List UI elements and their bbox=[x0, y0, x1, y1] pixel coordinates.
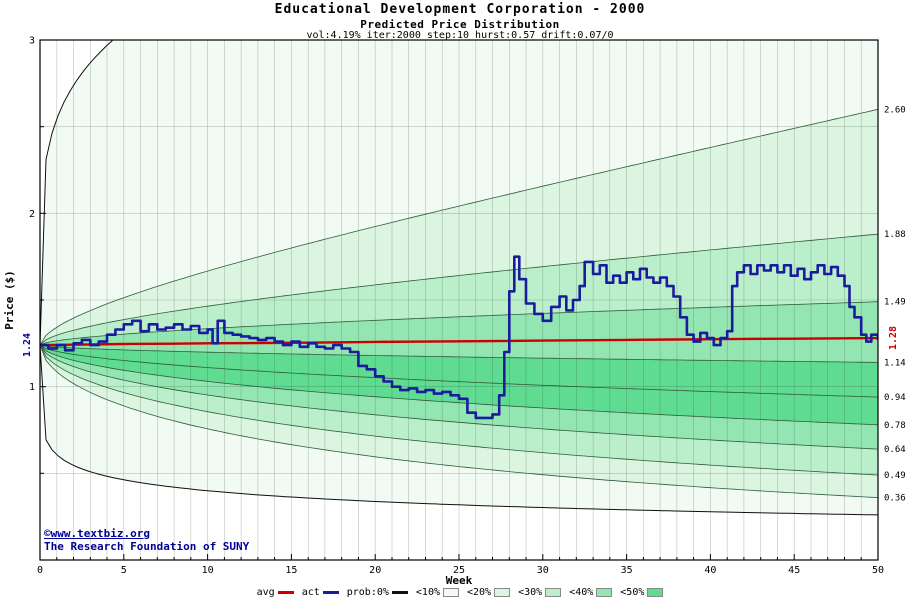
legend-item: <30% bbox=[518, 587, 562, 598]
svg-text:15: 15 bbox=[285, 565, 297, 576]
svg-text:45: 45 bbox=[788, 565, 800, 576]
axis-ticks bbox=[39, 39, 879, 560]
band-region bbox=[40, 345, 878, 425]
svg-text:20: 20 bbox=[369, 565, 381, 576]
page-subtitle: Predicted Price Distribution bbox=[360, 18, 560, 31]
legend-label: <50% bbox=[620, 587, 645, 598]
right-axis-labels: 2.60 1.88 1.49 1.14 0.94 0.78 0.64 0.49 0.36 bbox=[884, 105, 906, 503]
svg-text:1.14: 1.14 bbox=[884, 358, 906, 368]
legend-item: avg bbox=[257, 587, 294, 598]
legend-label: <30% bbox=[518, 587, 543, 598]
legend-label: <20% bbox=[467, 587, 492, 598]
svg-text:10: 10 bbox=[202, 565, 214, 576]
svg-text:1.49: 1.49 bbox=[884, 298, 906, 308]
legend-line-sample bbox=[391, 591, 408, 594]
svg-text:0: 0 bbox=[37, 565, 43, 576]
svg-text:2.60: 2.60 bbox=[884, 105, 906, 115]
legend-item: <20% bbox=[467, 587, 511, 598]
fan-bands bbox=[40, 40, 878, 515]
svg-text:0.78: 0.78 bbox=[884, 421, 906, 431]
legend-swatch bbox=[647, 588, 664, 597]
band-region bbox=[40, 345, 878, 476]
legend-swatch bbox=[545, 588, 562, 597]
watermark-org: The Research Foundation of SUNY bbox=[44, 540, 250, 553]
decile-lines bbox=[40, 108, 878, 498]
legend-line-sample bbox=[277, 591, 294, 594]
svg-text:0.94: 0.94 bbox=[884, 393, 906, 403]
band-region bbox=[40, 301, 878, 363]
svg-text:50: 50 bbox=[872, 565, 884, 576]
band-region bbox=[40, 345, 878, 515]
start-price-label: 1.24 bbox=[22, 333, 33, 357]
legend-line-sample bbox=[322, 591, 339, 594]
plot-generated-layers: 0 5 10 15 20 25 30 35 40 45 50 1 2 3 2.60 1.88 1.49 1.14 0… bbox=[29, 36, 906, 577]
legend-swatch bbox=[494, 588, 511, 597]
avg-line bbox=[40, 336, 878, 347]
legend-swatch bbox=[596, 588, 613, 597]
legend: avg act prob:0% <10% <20% <30% <40% <50% bbox=[0, 587, 920, 598]
gridlines bbox=[39, 40, 879, 560]
legend-label: avg bbox=[256, 587, 275, 598]
page-title: Educational Development Corporation - 20… bbox=[274, 2, 646, 17]
svg-text:5: 5 bbox=[121, 565, 127, 576]
svg-text:0.49: 0.49 bbox=[884, 471, 906, 481]
svg-text:35: 35 bbox=[621, 565, 633, 576]
legend-item: prob:0% bbox=[347, 587, 408, 598]
act-line bbox=[40, 255, 878, 420]
svg-text:1: 1 bbox=[29, 382, 35, 393]
band-region bbox=[40, 345, 878, 450]
y-tick-labels: 1 2 3 bbox=[29, 36, 35, 394]
legend-item: <10% bbox=[416, 587, 459, 598]
band-region bbox=[40, 345, 878, 398]
simulation-params: vol:4.19% iter:2000 step:10 hurst:0.57 d… bbox=[306, 30, 614, 41]
x-axis-title: Week bbox=[446, 574, 473, 587]
svg-text:2: 2 bbox=[29, 209, 35, 220]
legend-label: <40% bbox=[569, 587, 594, 598]
legend-label: act bbox=[301, 587, 320, 598]
svg-text:3: 3 bbox=[29, 36, 35, 47]
legend-label: <10% bbox=[415, 587, 440, 598]
svg-text:0.36: 0.36 bbox=[884, 494, 906, 504]
legend-item: <40% bbox=[569, 587, 613, 598]
band-region bbox=[40, 109, 878, 346]
avg-end-label: 1.28 bbox=[888, 326, 899, 350]
watermark-url: ©www.textbiz.org bbox=[44, 527, 150, 540]
envelope-lines bbox=[40, 40, 878, 516]
x-tick-labels: 0 5 10 15 20 25 30 35 40 45 50 bbox=[37, 565, 884, 576]
svg-text:30: 30 bbox=[537, 565, 549, 576]
band-region bbox=[40, 345, 878, 498]
legend-swatch bbox=[443, 588, 459, 597]
legend-item: <50% bbox=[620, 587, 664, 598]
band-region bbox=[40, 234, 878, 346]
svg-text:1.88: 1.88 bbox=[884, 230, 906, 240]
y-axis-title: Price ($) bbox=[3, 270, 16, 330]
svg-text:0.64: 0.64 bbox=[884, 445, 906, 455]
svg-text:25: 25 bbox=[453, 565, 465, 576]
band-region bbox=[40, 40, 878, 346]
svg-text:40: 40 bbox=[704, 565, 716, 576]
legend-item: act bbox=[302, 587, 339, 598]
legend-label: prob:0% bbox=[346, 587, 389, 598]
